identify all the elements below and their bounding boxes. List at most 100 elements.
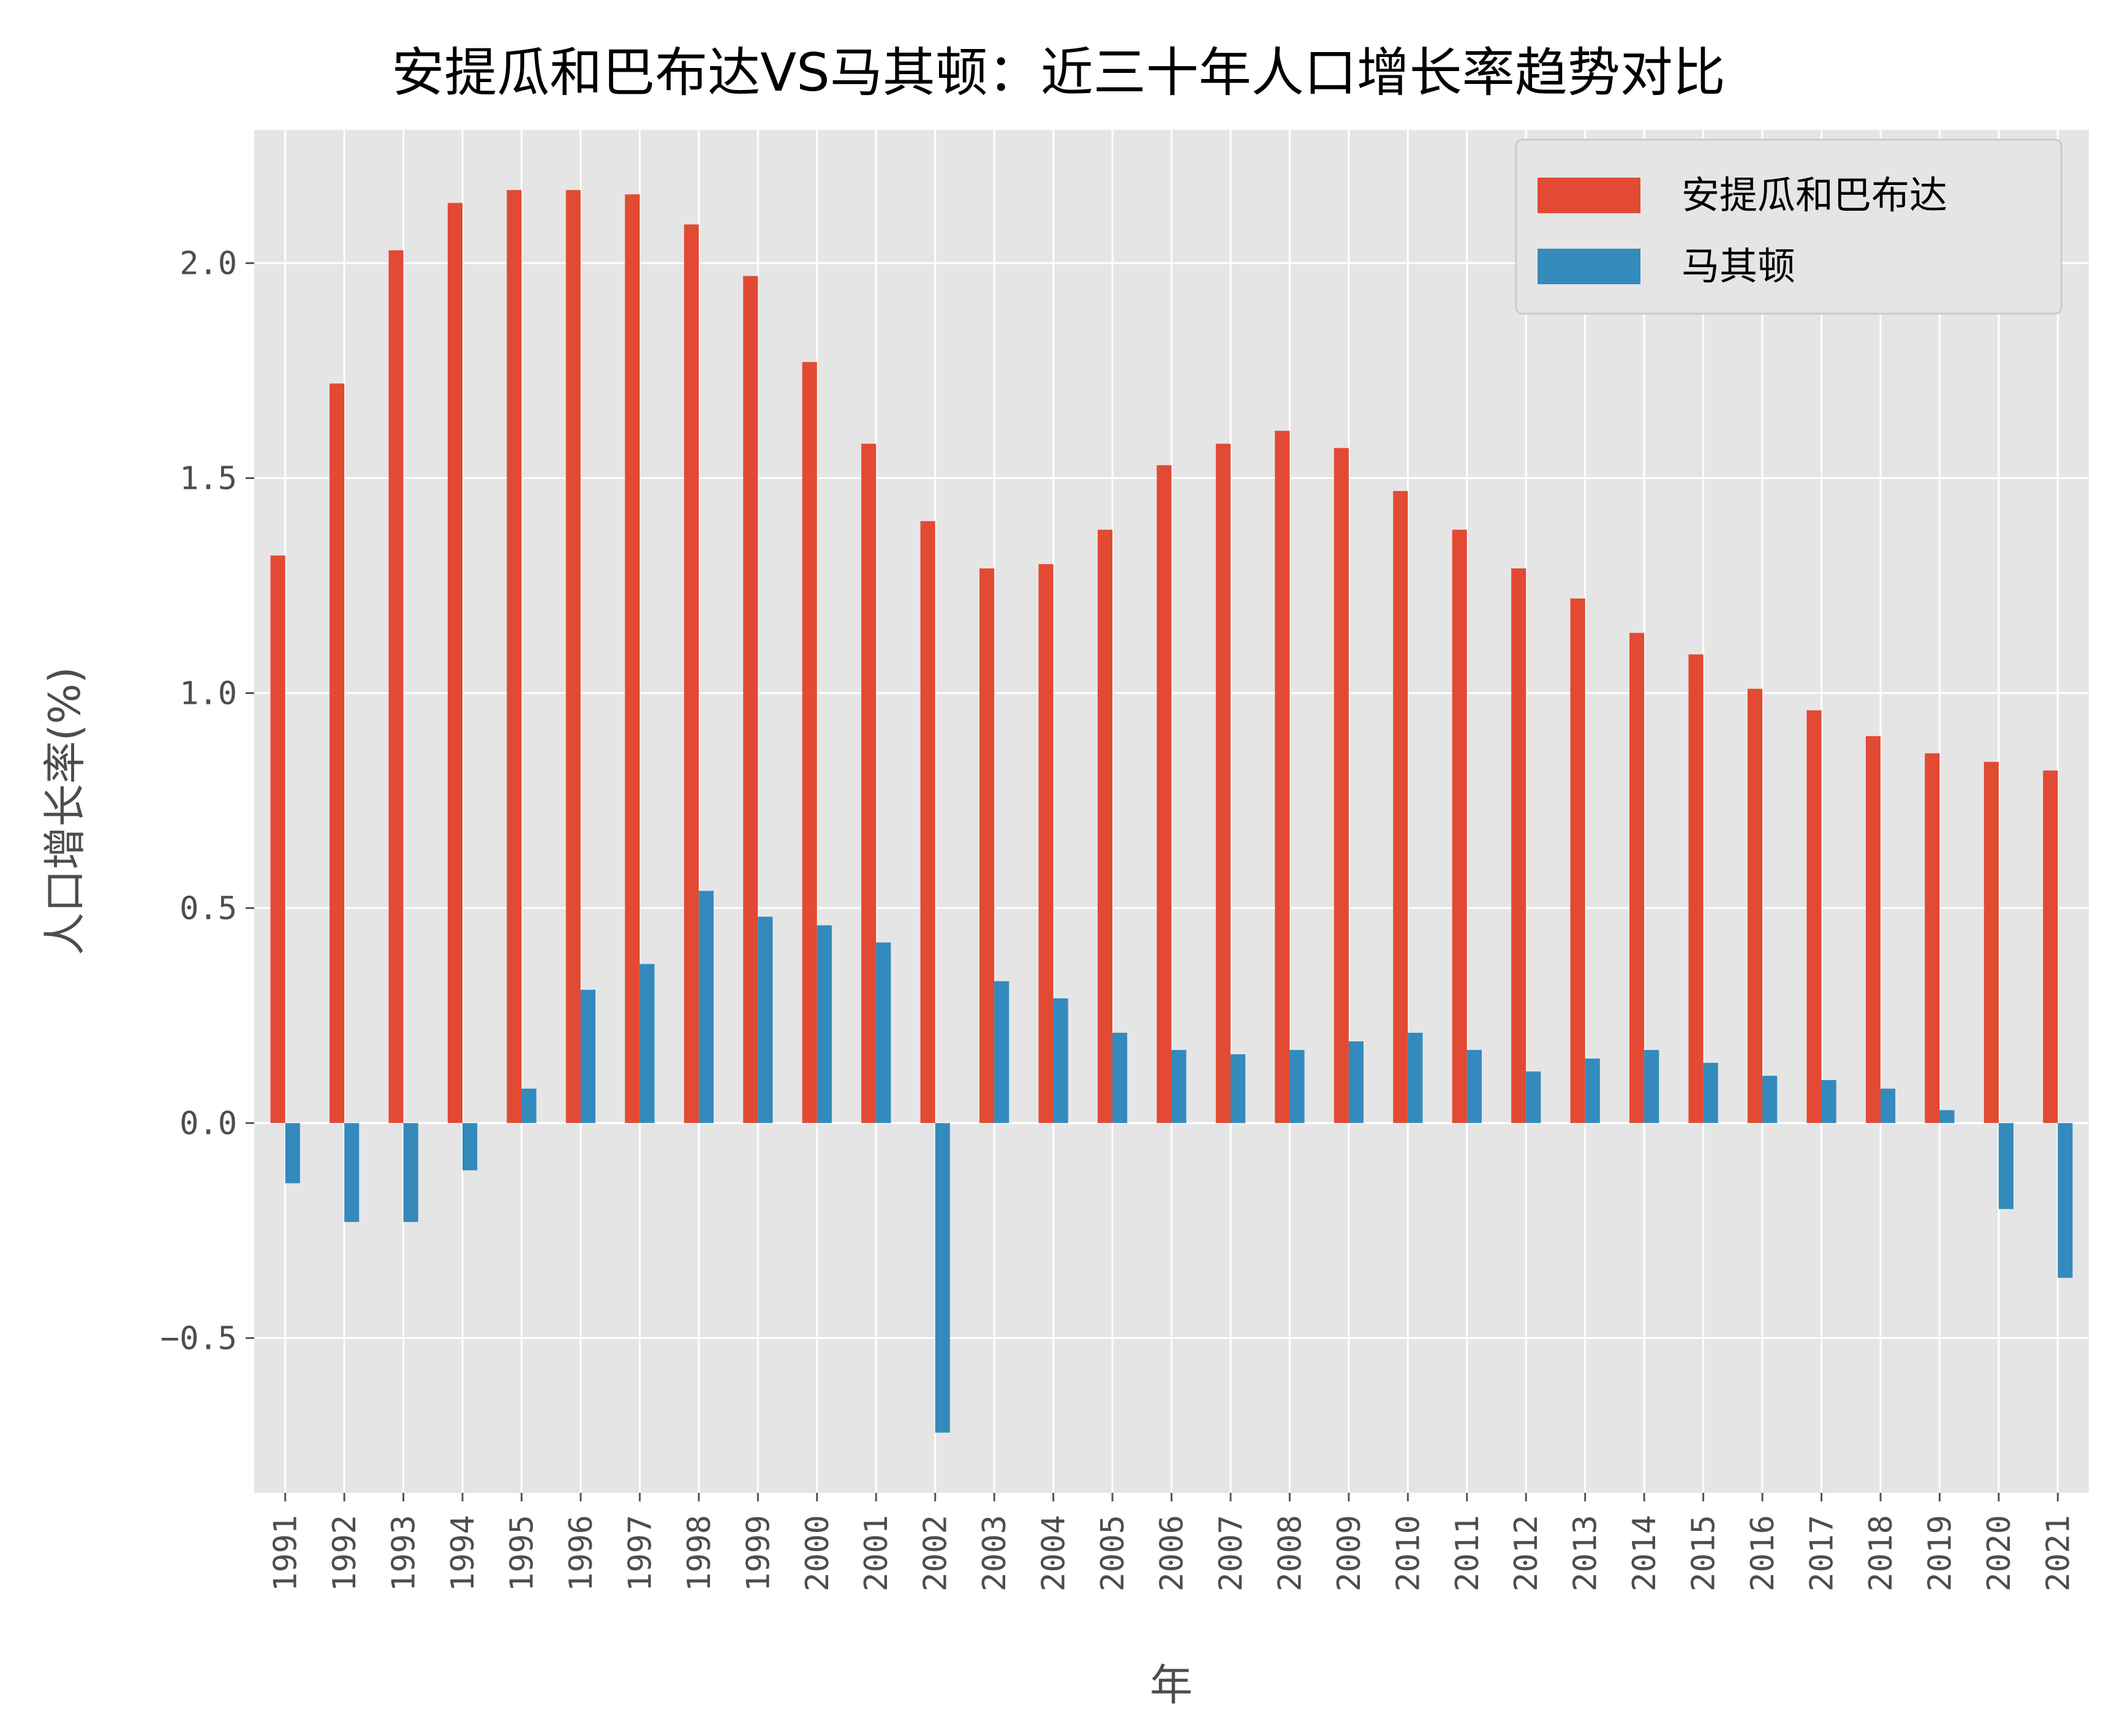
bar-series-1 xyxy=(1215,443,1231,1123)
bar-series-1 xyxy=(1688,654,1704,1123)
y-tick-label: 0.0 xyxy=(179,1105,237,1142)
x-tick-label: 2004 xyxy=(1036,1515,1073,1591)
bar-series-1 xyxy=(861,443,877,1123)
x-tick-label: 1999 xyxy=(740,1515,777,1591)
x-tick-label: 2020 xyxy=(1981,1515,2018,1591)
bar-series-2 xyxy=(1053,998,1068,1123)
legend-swatch xyxy=(1538,178,1640,213)
x-tick-label: 1996 xyxy=(563,1515,600,1591)
x-tick-label: 1997 xyxy=(622,1515,658,1591)
bar-series-2 xyxy=(1408,1032,1423,1123)
bar-series-1 xyxy=(625,194,640,1123)
x-tick-label: 2002 xyxy=(918,1515,954,1591)
x-tick-label: 2011 xyxy=(1449,1515,1486,1591)
x-axis-ticks: 1991 1992 1993 1994 1995 1996 1997 1998 1999 2000… xyxy=(268,1493,2077,1591)
x-tick-label: 2013 xyxy=(1568,1515,1604,1591)
bar-series-1 xyxy=(1629,633,1645,1123)
x-tick-label: 2012 xyxy=(1508,1515,1545,1591)
x-tick-label: 2016 xyxy=(1745,1515,1781,1591)
x-tick-label: 2009 xyxy=(1331,1515,1368,1591)
legend-box xyxy=(1515,138,2062,315)
bar-series-1 xyxy=(979,568,995,1123)
bar-series-2 xyxy=(1289,1050,1305,1123)
bar-series-2 xyxy=(462,1123,478,1171)
bar-series-1 xyxy=(1747,689,1763,1123)
y-axis-ticks: −0.5 0.0 0.5 1.0 1.5 2.0 xyxy=(160,246,254,1357)
bar-series-1 xyxy=(1038,564,1054,1123)
bar-series-2 xyxy=(2058,1123,2073,1278)
bar-series-1 xyxy=(1806,710,1822,1123)
bar-series-1 xyxy=(1925,753,1940,1123)
legend-label: 马其顿 xyxy=(1681,244,1795,289)
bar-series-2 xyxy=(1821,1080,1836,1123)
bar-series-1 xyxy=(1097,529,1113,1123)
bar-series-1 xyxy=(802,362,817,1123)
bars xyxy=(270,190,2073,1433)
x-tick-label: 2008 xyxy=(1272,1515,1308,1591)
x-tick-label: 2017 xyxy=(1804,1515,1841,1591)
bar-series-1 xyxy=(684,224,699,1123)
bar-series-1 xyxy=(270,555,285,1123)
bar-series-2 xyxy=(876,942,891,1123)
bar-series-1 xyxy=(565,190,581,1123)
bar-series-2 xyxy=(1939,1110,1955,1123)
x-tick-label: 2015 xyxy=(1686,1515,1723,1591)
chart-title: 安提瓜和巴布达VS马其顿：近三十年人口增长率趋势对比 xyxy=(391,42,1725,104)
x-tick-label: 2019 xyxy=(1922,1515,1958,1591)
x-tick-label: 2003 xyxy=(976,1515,1013,1591)
x-tick-label: 2006 xyxy=(1154,1515,1191,1591)
y-tick-label: 2.0 xyxy=(179,246,237,282)
bar-series-1 xyxy=(1983,761,1999,1123)
bar-series-1 xyxy=(2043,770,2058,1123)
bar-series-2 xyxy=(1230,1054,1246,1123)
y-tick-label: 0.5 xyxy=(179,890,237,927)
x-tick-label: 1993 xyxy=(386,1515,423,1591)
x-tick-label: 2014 xyxy=(1626,1515,1663,1591)
bar-series-2 xyxy=(1762,1076,1778,1123)
x-tick-label: 1995 xyxy=(504,1515,540,1591)
bar-series-1 xyxy=(1275,431,1290,1123)
bar-series-2 xyxy=(935,1123,950,1433)
bar-series-2 xyxy=(994,981,1009,1123)
bar-series-2 xyxy=(640,964,655,1123)
x-tick-label: 2007 xyxy=(1213,1515,1250,1591)
bar-series-2 xyxy=(1348,1041,1364,1123)
bar-series-1 xyxy=(1865,736,1881,1123)
bar-series-1 xyxy=(329,383,345,1123)
bar-series-2 xyxy=(1466,1050,1482,1123)
bar-series-1 xyxy=(1393,491,1408,1123)
bar-series-2 xyxy=(1703,1063,1718,1123)
bar-series-2 xyxy=(1112,1032,1128,1123)
y-axis-label: 人口增长率(%) xyxy=(40,666,90,955)
x-tick-label: 1991 xyxy=(268,1515,304,1591)
x-tick-label: 1998 xyxy=(681,1515,718,1591)
x-tick-label: 1992 xyxy=(326,1515,363,1591)
bar-series-1 xyxy=(447,203,463,1123)
x-tick-label: 2010 xyxy=(1390,1515,1427,1591)
x-tick-label: 2021 xyxy=(2040,1515,2077,1591)
x-tick-label: 2018 xyxy=(1863,1515,1900,1591)
y-tick-label: −0.5 xyxy=(160,1320,237,1357)
x-tick-label: 2005 xyxy=(1095,1515,1131,1591)
bar-series-2 xyxy=(403,1123,418,1222)
legend-label: 安提瓜和巴布达 xyxy=(1681,173,1947,217)
y-tick-label: 1.5 xyxy=(179,461,237,497)
bar-series-1 xyxy=(1452,529,1467,1123)
bar-series-1 xyxy=(1570,598,1585,1123)
bar-series-1 xyxy=(1157,465,1172,1123)
bar-series-1 xyxy=(743,276,758,1123)
x-axis-label: 年 xyxy=(1150,1660,1193,1710)
bar-series-1 xyxy=(920,521,935,1123)
x-tick-label: 1994 xyxy=(445,1515,481,1591)
x-tick-label: 2000 xyxy=(799,1515,836,1591)
bar-series-1 xyxy=(388,250,404,1123)
bar-series-2 xyxy=(1998,1123,2014,1209)
bar-series-2 xyxy=(1585,1059,1600,1123)
legend-swatch xyxy=(1538,249,1640,284)
bar-series-2 xyxy=(1171,1050,1187,1123)
bar-series-2 xyxy=(1880,1089,1896,1123)
bar-series-2 xyxy=(521,1089,537,1123)
bar-series-1 xyxy=(1511,568,1526,1123)
